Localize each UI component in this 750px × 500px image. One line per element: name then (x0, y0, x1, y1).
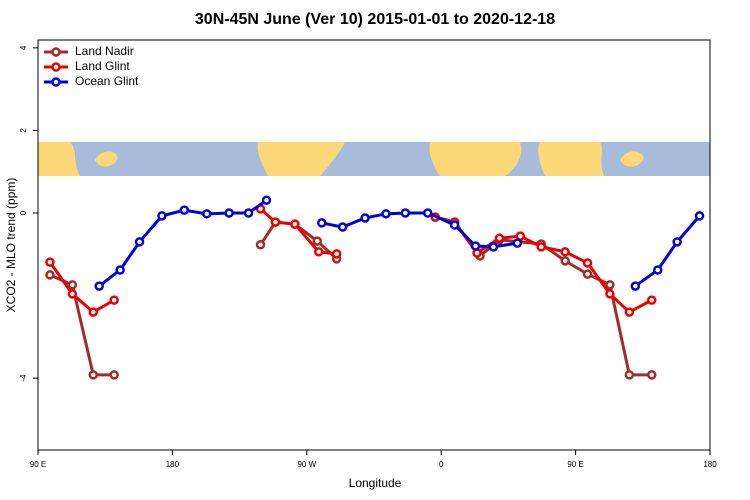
map-strip (38, 142, 710, 176)
data-point (157, 211, 167, 221)
data-point (88, 307, 99, 317)
data-point (400, 208, 411, 218)
y-axis-label: XCO2 - MLO trend (ppm) (4, 178, 18, 313)
data-point (243, 208, 254, 218)
data-point (605, 280, 615, 290)
data-point (582, 269, 593, 279)
data-point (45, 270, 55, 280)
data-point (381, 209, 391, 219)
data-point (316, 218, 327, 228)
data-point (647, 295, 657, 305)
data-point (560, 256, 570, 266)
x-tick-label: 0 (439, 460, 444, 469)
legend-marker (51, 47, 61, 57)
y-tick-label: 0 (19, 210, 28, 215)
data-point (624, 370, 635, 380)
data-point (313, 247, 324, 257)
legend-marker (51, 77, 61, 87)
data-point (512, 238, 523, 248)
y-tick-label: 2 (19, 128, 28, 133)
y-tick-label: -4 (19, 374, 28, 382)
data-point (652, 265, 663, 275)
data-point (360, 213, 370, 223)
data-point (67, 280, 78, 290)
data-point (109, 295, 119, 305)
data-point (672, 237, 682, 247)
data-point (270, 217, 281, 227)
data-point (88, 370, 99, 380)
data-point (290, 219, 300, 229)
chart-title: 30N-45N June (Ver 10) 2015-01-01 to 2020… (195, 11, 555, 28)
plot-frame (37, 39, 711, 451)
data-point (224, 208, 234, 218)
data-point (109, 370, 119, 380)
x-tick-label: 90 E (567, 460, 583, 469)
data-point (449, 220, 460, 230)
data-point (630, 281, 641, 291)
x-tick-label: 180 (703, 460, 717, 469)
data-point (694, 211, 705, 221)
data-point (470, 241, 481, 251)
data-point (582, 258, 593, 268)
data-point (536, 242, 547, 252)
data-point (488, 242, 499, 252)
legend-marker (51, 62, 61, 72)
data-point (261, 195, 272, 205)
data-point (134, 237, 145, 247)
data-point (624, 307, 635, 317)
x-tick-label: 90 E (30, 460, 46, 469)
x-tick-label: 180 (166, 460, 180, 469)
data-point (560, 247, 570, 257)
data-point (312, 236, 323, 246)
data-point (67, 289, 78, 299)
y-tick-label: 4 (19, 45, 28, 50)
x-axis-label: Longitude (349, 476, 402, 490)
legend-label: Land Glint (75, 59, 130, 73)
data-point (337, 222, 348, 232)
series-line (98, 198, 701, 288)
data-point (255, 240, 266, 250)
legend-label: Land Nadir (75, 44, 134, 58)
data-point (605, 289, 615, 299)
data-point (647, 370, 657, 380)
x-tick-label: 90 W (297, 460, 316, 469)
data-point (115, 265, 125, 275)
data-point (94, 281, 104, 291)
data-point (45, 257, 55, 267)
data-point (331, 249, 342, 259)
legend-label: Ocean Glint (75, 74, 139, 88)
data-point (201, 209, 212, 219)
data-point (423, 208, 433, 218)
data-point (179, 205, 190, 215)
data-point (494, 233, 505, 243)
